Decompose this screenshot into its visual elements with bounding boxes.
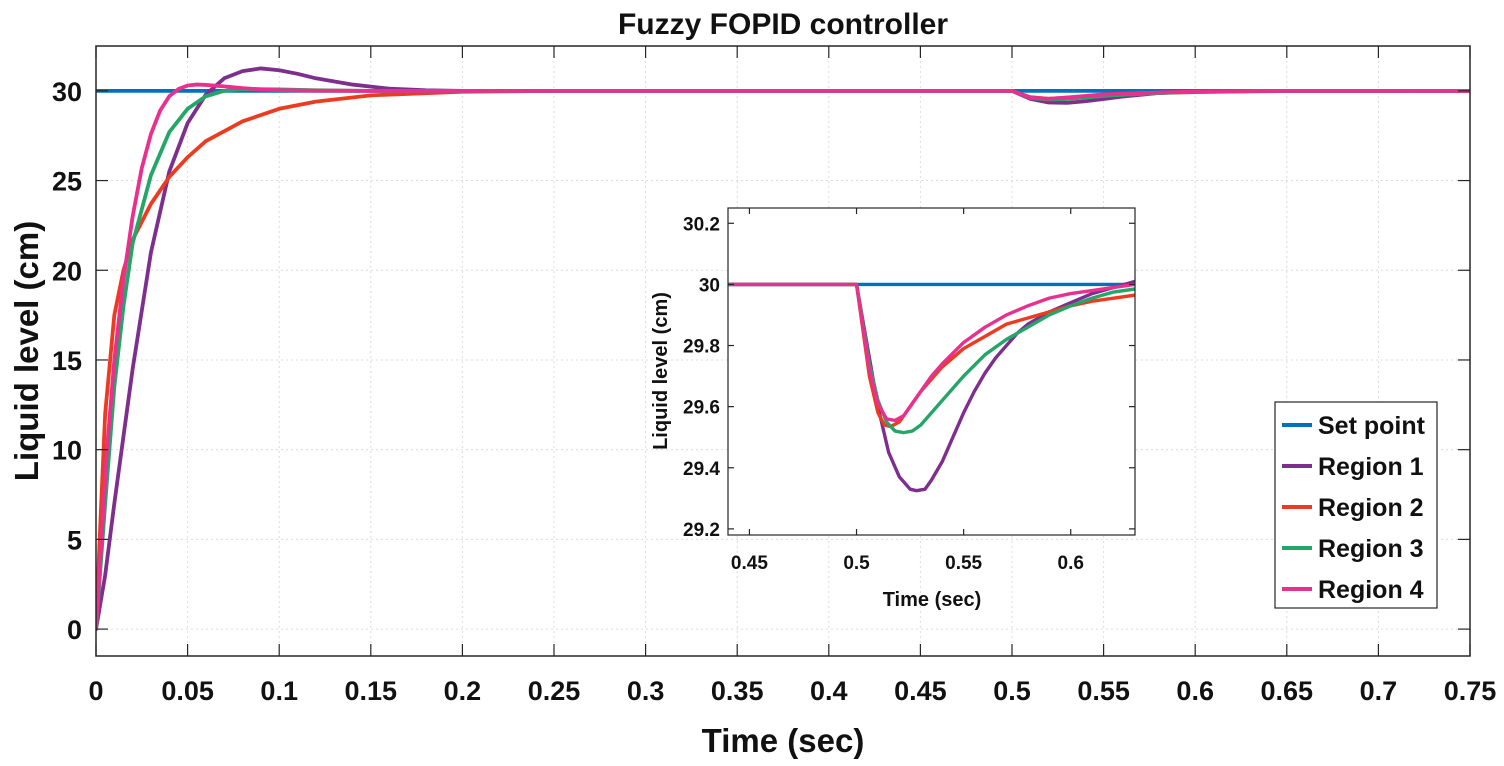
x-tick-label: 0.1 xyxy=(260,676,298,706)
x-tick-label: 0.2 xyxy=(444,676,482,706)
y-tick-label: 5 xyxy=(67,525,82,555)
inset-x-tick-label: 0.5 xyxy=(843,553,870,574)
main-series xyxy=(96,66,1470,631)
main-ticks xyxy=(95,46,1471,656)
y-tick-label: 25 xyxy=(52,167,82,197)
y-tick-label: 20 xyxy=(52,256,82,286)
y-axis-label: Liquid level (cm) xyxy=(8,221,45,481)
chart-title: Fuzzy FOPID controller xyxy=(618,8,948,41)
x-tick-label: 0.4 xyxy=(810,676,848,706)
inset-x-tick-label: 0.45 xyxy=(731,553,768,574)
main-plot-frame xyxy=(95,45,1471,657)
inset-series-region-4 xyxy=(728,282,1135,423)
legend-entry-region-2: Region 2 xyxy=(1318,494,1424,522)
inset-y-tick-label: 29.6 xyxy=(683,398,720,419)
inset-y-tick-label: 30 xyxy=(699,275,720,296)
x-tick-label: 0.3 xyxy=(627,676,665,706)
x-tick-label: 0 xyxy=(88,676,103,706)
y-tick-label: 10 xyxy=(52,436,82,466)
legend-entry-set-point: Set point xyxy=(1318,412,1426,440)
inset-x-tick-label: 0.55 xyxy=(945,553,982,574)
inset-y-tick-label: 29.8 xyxy=(683,337,720,358)
x-tick-label: 0.7 xyxy=(1360,676,1398,706)
main-y-tick-labels: 0 5 10 15 20 25 30 xyxy=(52,77,82,645)
inset-x-axis-label: Time (sec) xyxy=(883,589,982,611)
inset-series xyxy=(728,279,1135,493)
x-tick-label: 0.6 xyxy=(1176,676,1214,706)
x-tick-label: 0.15 xyxy=(345,676,398,706)
inset-plot-frame xyxy=(727,207,1136,536)
x-tick-label: 0.45 xyxy=(894,676,947,706)
inset-y-tick-label: 30.2 xyxy=(683,214,720,235)
y-tick-label: 15 xyxy=(52,346,82,376)
y-tick-label: 30 xyxy=(52,77,82,107)
inset-y-axis-label: Liquid level (cm) xyxy=(650,292,672,450)
x-axis-label: Time (sec) xyxy=(702,722,865,759)
x-tick-label: 0.55 xyxy=(1077,676,1130,706)
x-tick-label: 0.65 xyxy=(1261,676,1314,706)
series-region-4 xyxy=(96,82,1470,631)
x-tick-label: 0.05 xyxy=(161,676,214,706)
inset-y-tick-labels: 29.2 29.4 29.6 29.8 30 30.2 xyxy=(683,214,720,541)
x-tick-label: 0.25 xyxy=(528,676,581,706)
inset-x-tick-labels: 0.45 0.5 0.55 0.6 xyxy=(731,553,1084,574)
x-tick-label: 0.75 xyxy=(1444,676,1497,706)
inset-y-tick-label: 29.2 xyxy=(683,520,720,541)
inset-ticks xyxy=(728,208,1135,535)
legend: Set point Region 1 Region 2 Region 3 Region … xyxy=(1274,401,1438,609)
inset-y-tick-label: 29.4 xyxy=(683,459,720,480)
inset-x-tick-label: 0.6 xyxy=(1058,553,1084,574)
legend-entry-region-1: Region 1 xyxy=(1318,453,1424,481)
legend-entry-region-3: Region 3 xyxy=(1318,535,1424,563)
y-tick-label: 0 xyxy=(67,615,82,645)
inset-background xyxy=(728,208,1135,535)
legend-entry-region-4: Region 4 xyxy=(1318,576,1424,604)
x-tick-label: 0.35 xyxy=(711,676,764,706)
x-tick-label: 0.5 xyxy=(993,676,1031,706)
main-x-tick-labels: 0 0.05 0.1 0.15 0.2 0.25 0.3 0.35 0.4 0.45 0.5 0.55… xyxy=(88,676,1496,706)
